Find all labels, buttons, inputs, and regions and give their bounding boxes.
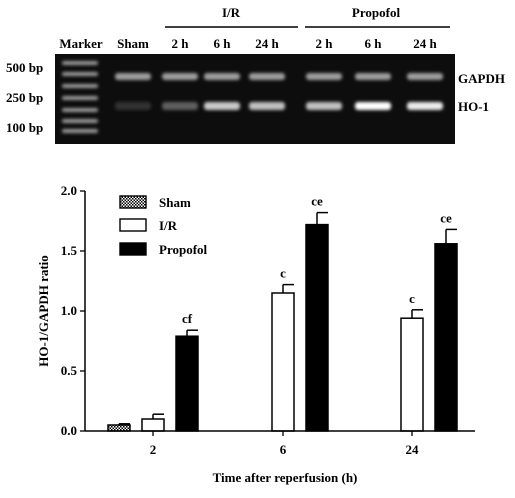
- gapdh-band: [407, 73, 443, 80]
- band-label-gapdh: GAPDH: [458, 71, 505, 86]
- ho1-band: [407, 102, 443, 110]
- legend-label: Propofol: [159, 242, 208, 257]
- ho1-band: [204, 102, 240, 110]
- y-tick-label: 1.5: [61, 243, 78, 258]
- legend-swatch: [119, 218, 147, 232]
- gapdh-band: [306, 73, 342, 80]
- gapdh-band: [355, 73, 391, 80]
- bar-i-r: [271, 292, 295, 432]
- ho1-band: [355, 102, 391, 110]
- legend-swatch: [119, 242, 147, 256]
- ho1-band: [162, 102, 198, 110]
- x-tick-label: 2: [150, 442, 157, 457]
- gapdh-band: [162, 73, 198, 80]
- marker-ladder-band: [62, 61, 98, 65]
- y-tick-label: 2.0: [61, 183, 77, 198]
- ho1-band: [306, 102, 342, 110]
- legend-label: Sham: [159, 195, 191, 210]
- gel-bands: [62, 61, 443, 133]
- legend: Sham I/R Propofol: [119, 195, 208, 257]
- bars: c c cf ce ce: [107, 194, 458, 432]
- gel-panel: I/R Propofol Marker Sham 2 h 6 h 24 h 2 h 6 h 2…: [6, 5, 505, 144]
- marker-labels: 500 bp 250 bp 100 bp: [6, 60, 43, 135]
- bar-chart: 0.0 0.5 1.0 1.5 2.0 c c cf ce ce 2 6 24 Sham I/R Pro…: [36, 183, 475, 485]
- lane-labels: Marker Sham 2 h 6 h 24 h 2 h 6 h 24 h: [59, 36, 437, 51]
- significance-label: c: [280, 266, 286, 281]
- marker-size-label: 500 bp: [6, 60, 43, 75]
- bar-propofol: [305, 223, 329, 432]
- bar-propofol: [175, 335, 199, 432]
- marker-ladder-band: [62, 72, 98, 76]
- lane-label: Marker: [59, 36, 103, 51]
- bar-i-r: [141, 418, 165, 432]
- lane-label: 24 h: [413, 36, 437, 51]
- significance-label: ce: [311, 194, 323, 209]
- x-tick-label: 24: [406, 442, 420, 457]
- header-group-label: Propofol: [352, 5, 401, 20]
- gapdh-band: [249, 73, 285, 80]
- lane-label: 6 h: [365, 36, 383, 51]
- y-axis: 0.0 0.5 1.0 1.5 2.0: [61, 183, 86, 438]
- y-tick-label: 1.0: [61, 303, 77, 318]
- gel-image: [55, 54, 455, 144]
- marker-ladder-band: [62, 119, 98, 123]
- y-tick-label: 0.5: [61, 363, 78, 378]
- marker-ladder-band: [62, 96, 98, 100]
- lane-label: Sham: [117, 36, 149, 51]
- bar-sham: [107, 424, 131, 432]
- ho1-band: [115, 102, 151, 110]
- legend-swatch: [119, 195, 147, 209]
- y-axis-label: HO-1/GAPDH ratio: [36, 255, 51, 367]
- significance-label: c: [409, 291, 415, 306]
- significance-label: cf: [182, 311, 193, 326]
- bar-propofol: [434, 243, 458, 432]
- marker-size-label: 250 bp: [6, 90, 43, 105]
- legend-label: I/R: [159, 218, 178, 233]
- y-tick-label: 0.0: [61, 423, 77, 438]
- lane-label: 2 h: [316, 36, 334, 51]
- significance-label: ce: [440, 210, 452, 225]
- marker-size-label: 100 bp: [6, 120, 43, 135]
- lane-label: 6 h: [214, 36, 232, 51]
- lane-label: 2 h: [172, 36, 190, 51]
- ho1-band: [249, 102, 285, 110]
- lane-label: 24 h: [255, 36, 279, 51]
- x-axis: 2 6 24: [85, 430, 475, 457]
- marker-ladder-band: [62, 108, 98, 112]
- header-group-label: I/R: [222, 5, 241, 20]
- bar-i-r: [400, 317, 424, 432]
- x-tick-label: 6: [280, 442, 287, 457]
- x-axis-label: Time after reperfusion (h): [213, 470, 358, 485]
- marker-ladder-band: [62, 129, 98, 133]
- marker-ladder-band: [62, 84, 98, 88]
- gapdh-band: [115, 73, 151, 80]
- band-label-ho1: HO-1: [458, 99, 489, 114]
- gapdh-band: [204, 73, 240, 80]
